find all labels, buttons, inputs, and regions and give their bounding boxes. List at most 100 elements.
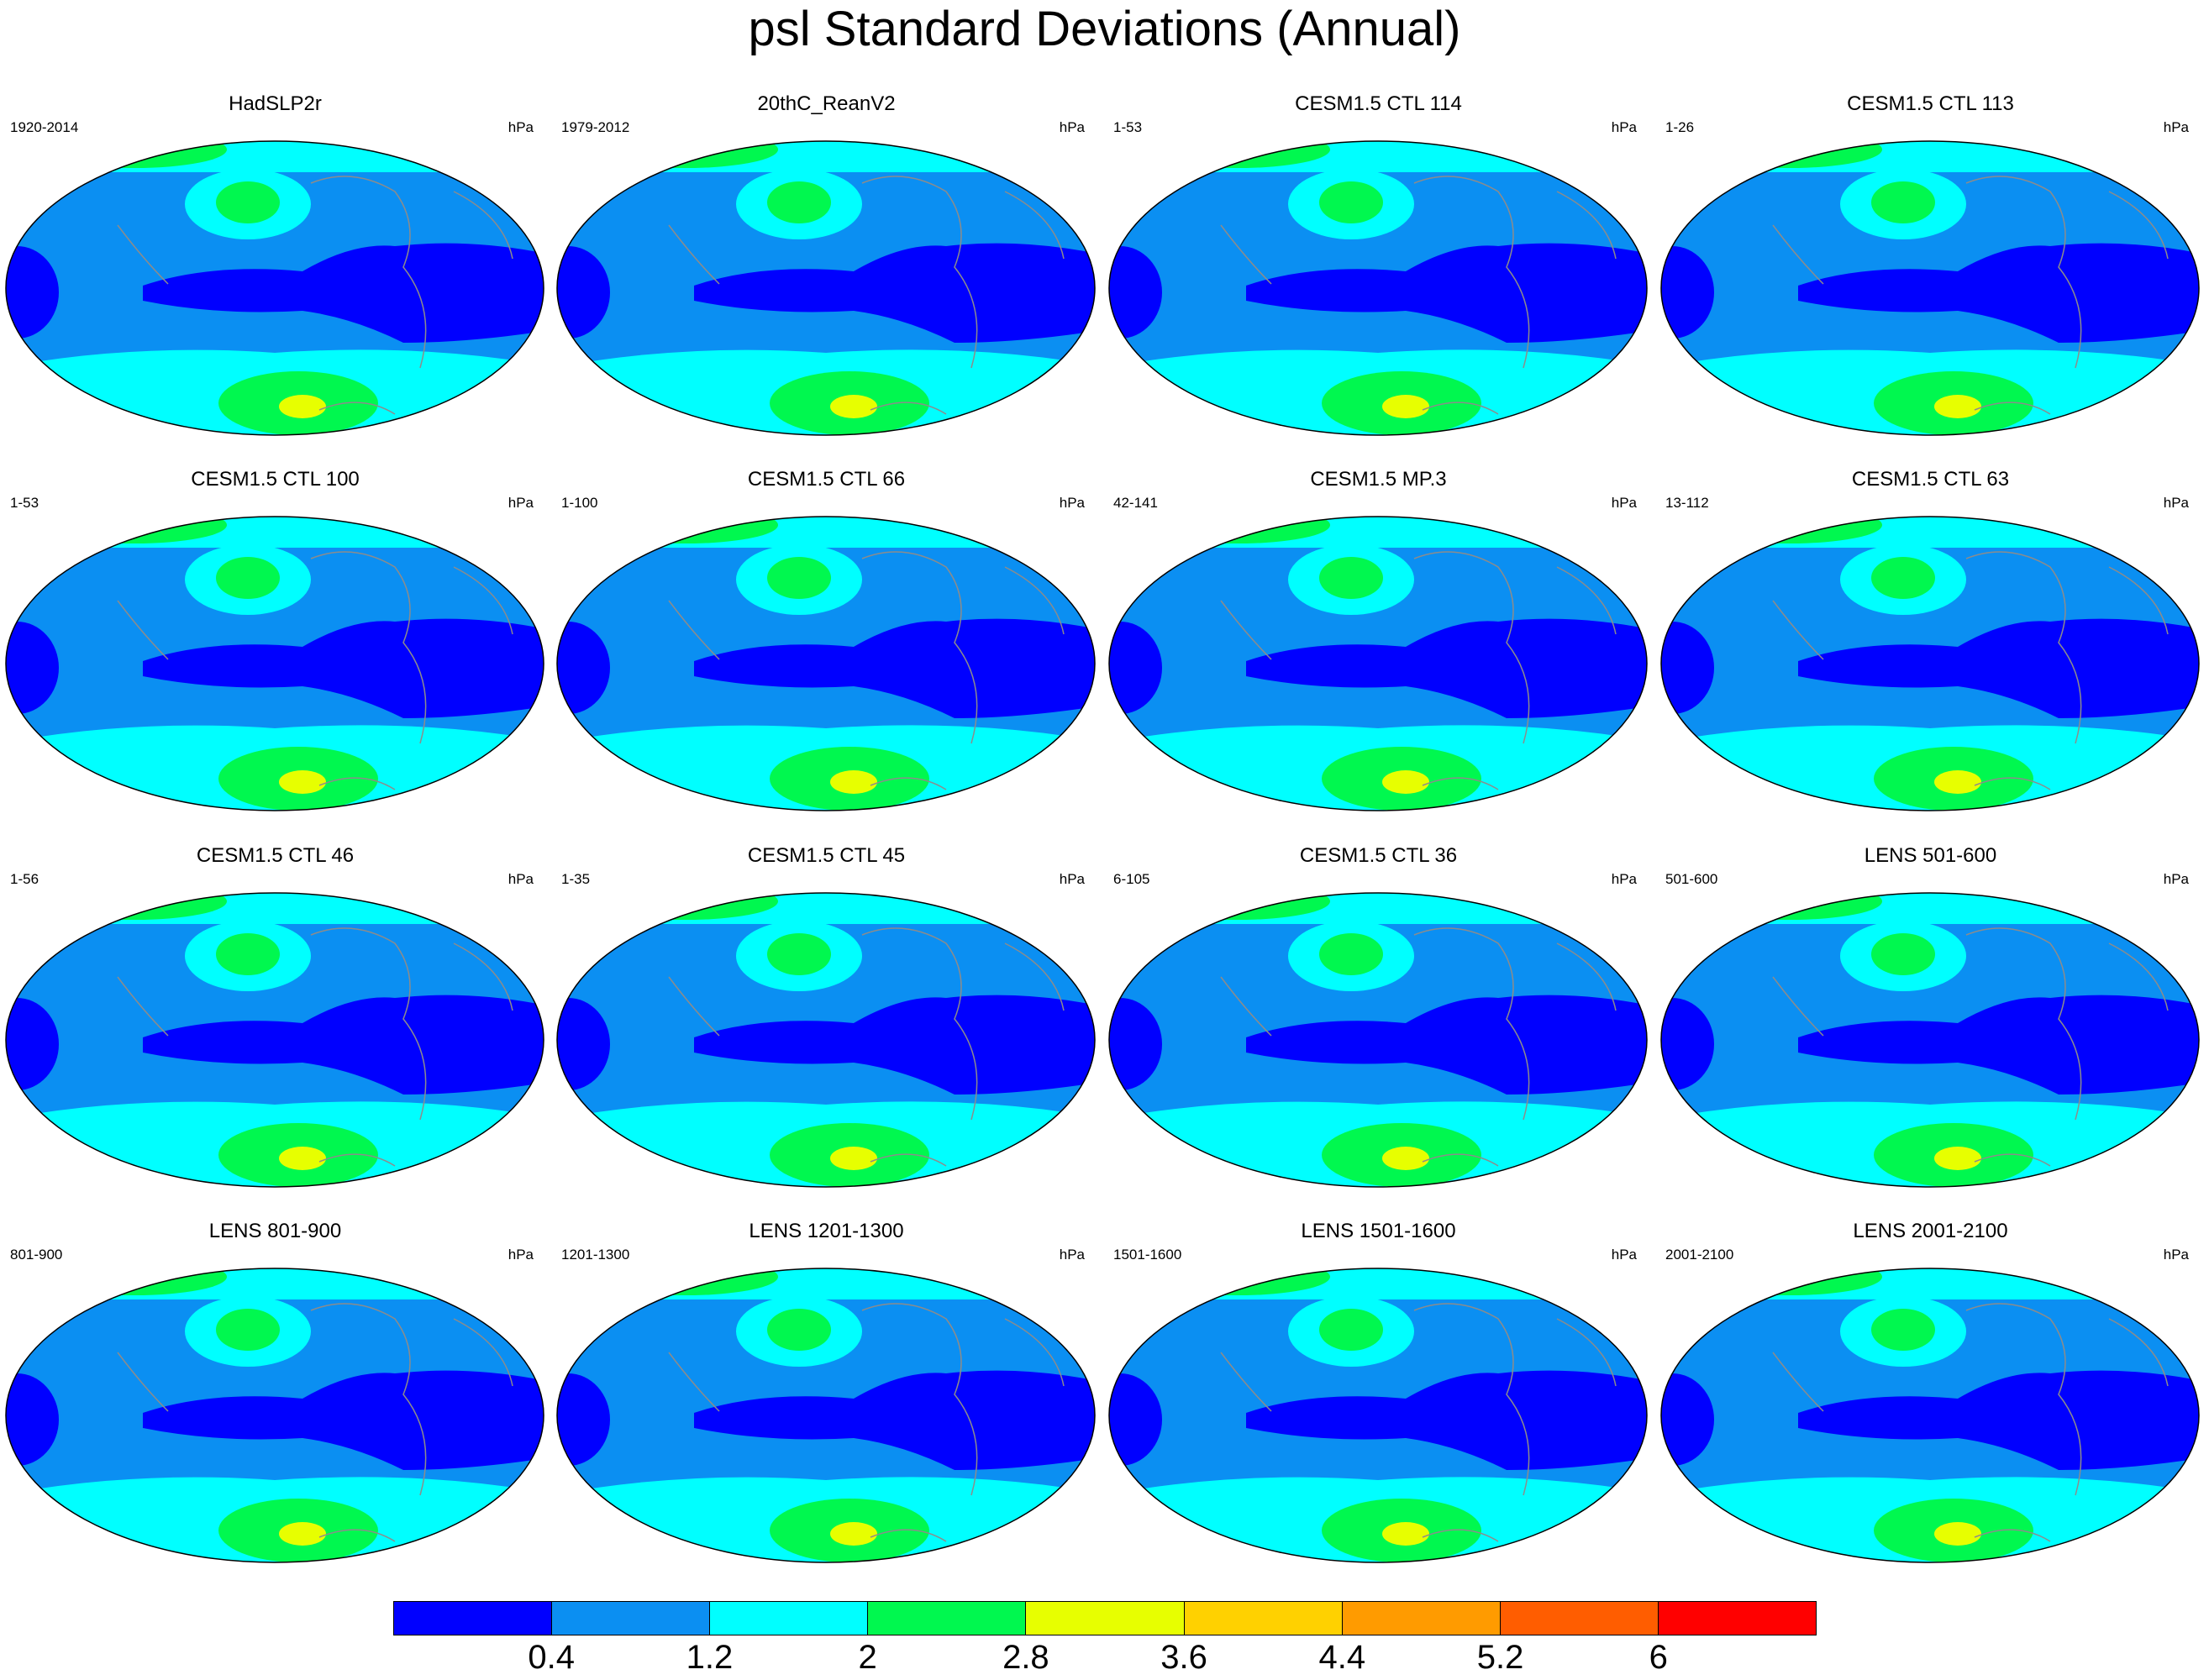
panel-unit: hPa [2163, 495, 2189, 511]
field-north-band [1109, 893, 1647, 924]
map-svg [5, 1268, 544, 1563]
field-npacific-max [1319, 181, 1383, 223]
panel-range: 1-53 [1113, 119, 1143, 135]
field-npacific-max [767, 1309, 831, 1351]
coastlines [1220, 1303, 1617, 1542]
colorbar-label: 2.8 [1002, 1639, 1049, 1676]
map-panel: CESM1.5 CTL 113 1-26 hPa [1655, 91, 2206, 444]
field-south-peak [830, 395, 877, 418]
field-south-peak [279, 770, 326, 794]
colorbar-segment [1026, 1602, 1185, 1635]
map-panel: HadSLP2r 1920-2014 hPa [0, 91, 550, 444]
field-south-peak [279, 395, 326, 418]
map-outline [5, 892, 544, 1188]
map-outline [1108, 140, 1648, 436]
coastlines [1220, 927, 1617, 1167]
field-west-min [557, 1373, 610, 1466]
coastlines [668, 176, 1065, 415]
field-west-min [1109, 622, 1162, 714]
panel-unit: hPa [2163, 119, 2189, 135]
panel-range: 1-56 [10, 871, 39, 887]
colorbar-segment [1500, 1602, 1659, 1635]
coastlines [117, 1303, 513, 1542]
map-panel: 20thC_ReanV2 1979-2012 hPa [551, 91, 1102, 444]
map-outline [1660, 892, 2200, 1188]
panel-title: CESM1.5 CTL 66 [747, 468, 906, 491]
field-north-band [6, 517, 544, 548]
field-north-band [557, 1268, 1095, 1299]
panel-unit: hPa [1611, 1247, 1637, 1263]
map-panel: LENS 1201-1300 1201-1300 hPa [551, 1218, 1102, 1571]
field-north-band [6, 893, 544, 924]
panel-unit: hPa [508, 871, 534, 887]
colorbar-label: 3.6 [1160, 1639, 1207, 1676]
field-npacific-max [216, 181, 280, 223]
coastlines [668, 1303, 1065, 1542]
field-south-peak [1382, 770, 1429, 794]
map-panel: CESM1.5 CTL 114 1-53 hPa [1103, 91, 1654, 444]
map-svg [1108, 140, 1648, 436]
map-svg [1660, 892, 2200, 1188]
map-svg [556, 140, 1096, 436]
panel-unit: hPa [1611, 871, 1637, 887]
field-npacific-max [1871, 933, 1935, 975]
map-panel: CESM1.5 CTL 100 1-53 hPa [0, 466, 550, 819]
field-west-min [1109, 998, 1162, 1090]
colorbar-label: 1.2 [686, 1639, 734, 1676]
panel-range: 1979-2012 [561, 119, 630, 135]
coastlines [117, 927, 513, 1167]
field-npacific-max [1871, 557, 1935, 599]
map-panel: LENS 2001-2100 2001-2100 hPa [1655, 1218, 2206, 1571]
panel-range: 2001-2100 [1665, 1247, 1734, 1263]
panel-unit: hPa [1059, 495, 1085, 511]
panel-title: CESM1.5 CTL 45 [747, 844, 906, 867]
map-svg [5, 892, 544, 1188]
colorbar-label: 4.4 [1318, 1639, 1366, 1676]
field-tropical-min [694, 995, 1095, 1095]
field-tropical-min [1798, 618, 2199, 718]
colorbar-labels: 0.4 1.2 2 2.8 3.6 4.4 5.2 6 [393, 1638, 1817, 1678]
field-south-peak [1934, 770, 1981, 794]
field-north-band [1109, 1268, 1647, 1299]
field-npacific-max [767, 181, 831, 223]
map-svg [1660, 516, 2200, 811]
field-south-peak [1382, 1522, 1429, 1546]
map-outline [1660, 516, 2200, 811]
field-npacific-max [1871, 1309, 1935, 1351]
coastlines [668, 927, 1065, 1167]
panel-range: 1-53 [10, 495, 39, 511]
coastlines [117, 176, 513, 415]
map-svg [1660, 1268, 2200, 1563]
panel-unit: hPa [1059, 119, 1085, 135]
map-panel: LENS 501-600 501-600 hPa [1655, 843, 2206, 1195]
field-west-min [557, 246, 610, 339]
panel-range: 501-600 [1665, 871, 1718, 887]
field-north-band [1661, 893, 2199, 924]
field-south-peak [1382, 1147, 1429, 1170]
coastlines [1772, 1303, 2169, 1542]
panel-title: CESM1.5 CTL 46 [196, 844, 355, 867]
panel-title: LENS 1201-1300 [749, 1220, 904, 1242]
colorbar [393, 1601, 1817, 1635]
map-outline [5, 1268, 544, 1563]
field-tropical-min [1246, 1370, 1647, 1470]
coastlines [1220, 176, 1617, 415]
colorbar-segment [710, 1602, 869, 1635]
field-north-band [1109, 517, 1647, 548]
map-outline [1660, 1268, 2200, 1563]
map-panel: CESM1.5 CTL 63 13-112 hPa [1655, 466, 2206, 819]
field-tropical-min [1246, 995, 1647, 1095]
colorbar-label: 5.2 [1476, 1639, 1524, 1676]
panel-unit: hPa [1611, 119, 1637, 135]
field-south-peak [1934, 1522, 1981, 1546]
map-svg [5, 140, 544, 436]
field-west-min [1109, 1373, 1162, 1466]
map-svg [556, 1268, 1096, 1563]
panel-title: CESM1.5 CTL 63 [1851, 468, 2010, 491]
field-west-min [1661, 1373, 1714, 1466]
map-panel: CESM1.5 MP.3 42-141 hPa [1103, 466, 1654, 819]
panel-unit: hPa [1059, 1247, 1085, 1263]
panel-unit: hPa [1611, 495, 1637, 511]
map-outline [5, 140, 544, 436]
map-panel: CESM1.5 CTL 45 1-35 hPa [551, 843, 1102, 1195]
